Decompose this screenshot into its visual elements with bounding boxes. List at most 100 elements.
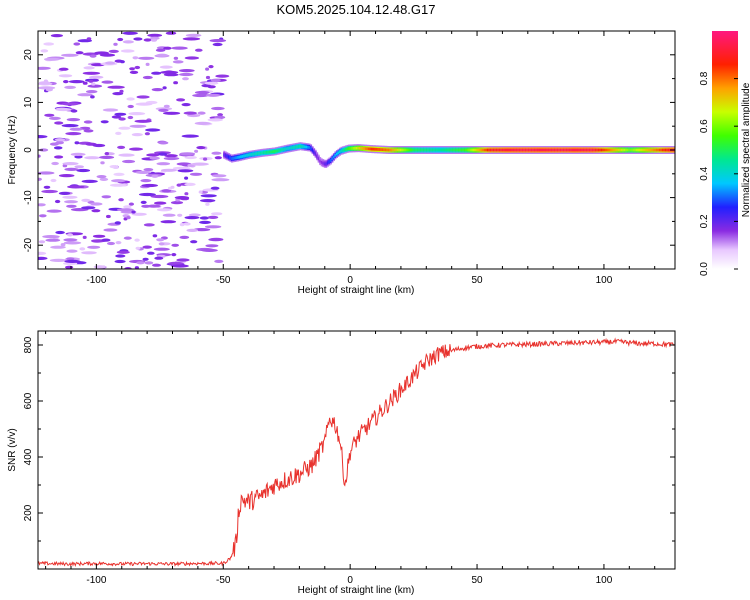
noise-speckle: [192, 93, 209, 98]
noise-speckle: [160, 220, 177, 224]
trace-core: [539, 148, 543, 152]
noise-speckle: [63, 238, 78, 242]
trace-core: [355, 146, 358, 150]
trace-core: [567, 148, 570, 152]
noise-speckle: [63, 241, 82, 245]
noise-speckle: [156, 238, 165, 242]
noise-speckle: [163, 156, 180, 161]
trace-core: [483, 148, 486, 152]
noise-speckle: [62, 195, 78, 199]
trace-core: [230, 157, 233, 160]
noise-speckle: [195, 48, 203, 52]
noise-speckle: [136, 261, 145, 265]
noise-speckle: [210, 78, 221, 82]
trace-core: [256, 152, 259, 155]
noise-speckle: [194, 90, 210, 95]
noise-speckle: [176, 98, 186, 102]
noise-speckle: [76, 168, 91, 173]
noise-speckle: [38, 154, 41, 158]
trace-core: [581, 148, 584, 152]
trace-core: [386, 148, 389, 152]
noise-speckle: [69, 127, 83, 131]
trace-core: [288, 146, 291, 150]
noise-speckle: [205, 75, 211, 80]
trace-core: [240, 155, 243, 159]
trace-core: [597, 148, 600, 152]
noise-speckle: [45, 238, 61, 242]
trace-core: [322, 161, 325, 165]
x-tick-label: 50: [471, 575, 483, 586]
noise-speckle: [136, 95, 150, 99]
noise-speckle: [99, 53, 116, 57]
noise-speckle: [91, 82, 96, 86]
noise-speckle: [194, 149, 199, 153]
noise-speckle: [131, 133, 143, 137]
trace-core: [335, 152, 338, 156]
trace-core: [658, 148, 661, 152]
noise-speckle: [58, 74, 73, 78]
trace-core: [603, 148, 606, 152]
trace-core: [600, 148, 603, 152]
noise-speckle: [178, 69, 195, 73]
trace-core: [491, 148, 494, 152]
trace-core: [556, 148, 559, 152]
noise-speckle: [172, 60, 184, 64]
trace-core: [527, 148, 530, 152]
noise-speckle: [100, 120, 109, 124]
noise-speckle: [92, 143, 106, 148]
noise-speckle: [66, 257, 75, 261]
trace-core: [291, 146, 294, 150]
trace-core: [549, 148, 552, 152]
noise-speckle: [99, 177, 109, 181]
noise-speckle: [179, 72, 194, 77]
noise-speckle: [73, 42, 81, 46]
trace-core: [313, 150, 316, 154]
noise-speckle: [51, 161, 59, 166]
trace-core: [517, 148, 520, 152]
trace-core: [459, 148, 462, 152]
spectrogram-y-ticks: -20 -10 0 10 20: [23, 30, 675, 270]
noise-speckle: [175, 198, 180, 202]
noise-speckle: [144, 132, 150, 136]
noise-speckle: [167, 261, 184, 265]
noise-speckle: [215, 74, 230, 78]
noise-speckle: [199, 216, 210, 220]
noise-speckle: [58, 67, 69, 71]
noise-speckle: [184, 216, 200, 220]
trace-core: [664, 148, 667, 152]
x-tick-label: 50: [471, 275, 483, 286]
noise-speckle: [163, 104, 170, 108]
trace-core: [369, 147, 372, 151]
trace-core: [328, 160, 331, 164]
trace-core: [495, 148, 498, 152]
trace-core: [285, 147, 288, 151]
noise-speckle: [186, 228, 199, 232]
noise-speckle: [181, 103, 191, 107]
trace-core: [265, 150, 268, 154]
trace-core: [596, 148, 599, 152]
noise-speckle: [122, 159, 136, 164]
trace-core: [352, 146, 355, 150]
noise-speckle: [171, 46, 188, 50]
trace-core: [390, 148, 393, 152]
trace-core: [546, 148, 549, 152]
noise-speckle: [43, 185, 51, 189]
trace-core: [303, 145, 306, 149]
trace-core: [398, 148, 401, 152]
trace-core: [620, 148, 623, 152]
trace-core: [343, 148, 346, 152]
noise-speckle: [163, 73, 179, 77]
trace-core: [492, 148, 495, 152]
trace-core: [667, 148, 670, 152]
noise-speckle: [129, 124, 147, 128]
noise-speckle: [62, 102, 79, 106]
colorbar-tick-label: 0.4: [699, 166, 710, 180]
noise-speckle: [89, 54, 97, 58]
noise-speckle: [182, 77, 189, 81]
noise-speckle: [81, 198, 91, 202]
noise-speckle: [205, 93, 221, 97]
trace-core: [552, 148, 555, 152]
noise-speckle: [207, 118, 223, 122]
noise-speckle: [111, 115, 122, 119]
